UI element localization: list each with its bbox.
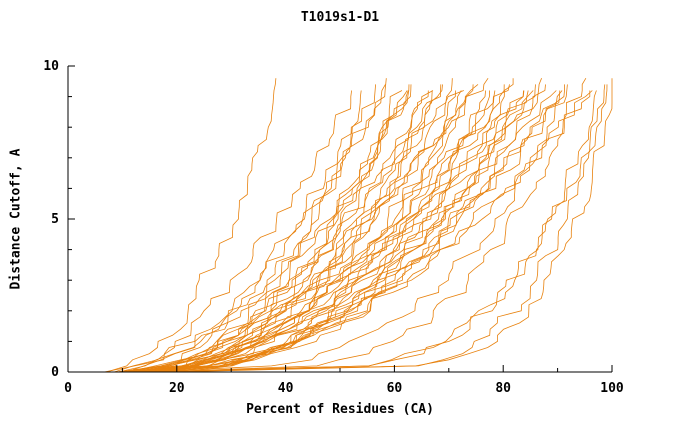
model-curve: [152, 90, 429, 373]
chart-title: T1019s1-D1: [300, 10, 380, 25]
model-curve: [166, 78, 542, 373]
model-curve: [144, 84, 536, 373]
x-tick-label: 20: [169, 381, 185, 396]
model-curve: [117, 90, 464, 373]
x-axis-label: Percent of Residues (CA): [246, 402, 434, 417]
model-curve: [155, 77, 489, 373]
model-curve: [144, 84, 410, 373]
model-curve: [162, 90, 591, 373]
model-curve: [142, 84, 474, 373]
y-axis-label: Distance Cutoff, A: [8, 148, 24, 290]
model-curve: [128, 84, 479, 373]
model-curve: [144, 78, 613, 373]
model-curve: [122, 84, 443, 373]
x-tick-label: 100: [600, 381, 624, 396]
model-curve: [158, 90, 496, 373]
model-curve: [143, 84, 565, 373]
model-curve: [153, 90, 534, 373]
model-curve: [155, 77, 587, 373]
model-curve: [186, 90, 529, 373]
model-curve: [136, 90, 462, 373]
model-curve: [170, 84, 608, 373]
model-curve: [147, 84, 606, 373]
model-curve: [136, 90, 525, 373]
y-tick-label: 0: [51, 365, 59, 380]
model-curve: [140, 90, 597, 373]
model-curve: [126, 84, 412, 373]
model-curve: [143, 90, 557, 373]
x-tick-label: 80: [495, 381, 511, 396]
model-curve: [135, 90, 593, 373]
model-curve: [149, 84, 505, 373]
model-curve: [171, 84, 568, 373]
x-tick-label: 0: [64, 381, 72, 396]
x-tick-label: 40: [278, 381, 294, 396]
y-tick-label: 5: [51, 212, 59, 227]
model-curve: [104, 78, 387, 373]
model-curve: [118, 90, 362, 373]
x-tick-label: 60: [387, 381, 403, 396]
model-curve: [161, 90, 561, 373]
model-curve: [126, 84, 386, 373]
model-curve: [125, 90, 403, 373]
model-curve: [114, 90, 352, 373]
model-curve: [152, 90, 524, 373]
y-tick-label: 10: [43, 59, 59, 74]
model-curve: [106, 78, 277, 373]
model-curve: [160, 90, 456, 373]
